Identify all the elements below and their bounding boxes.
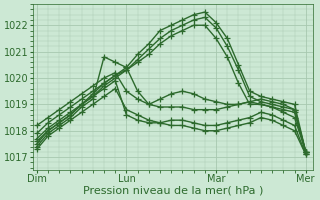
- X-axis label: Pression niveau de la mer( hPa ): Pression niveau de la mer( hPa ): [83, 186, 263, 196]
